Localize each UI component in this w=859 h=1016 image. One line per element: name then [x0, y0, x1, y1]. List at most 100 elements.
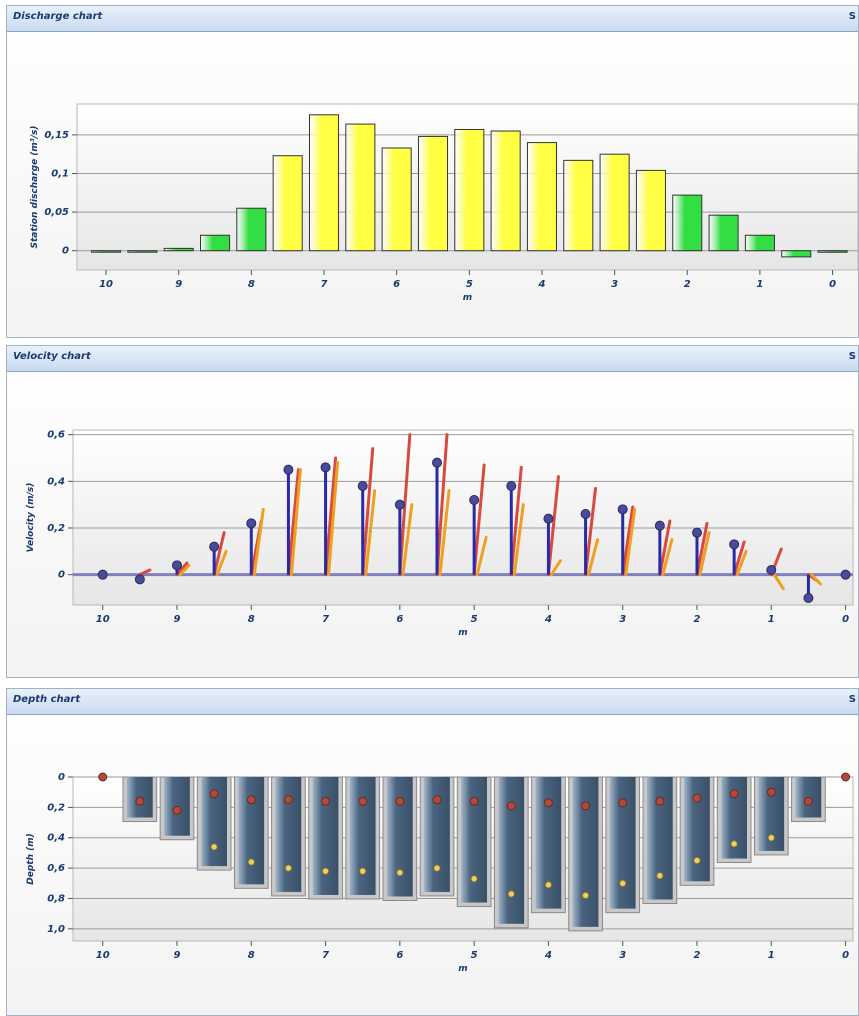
depth-bar	[424, 777, 450, 892]
depth-bar	[349, 777, 376, 895]
depth-lower-marker	[210, 843, 218, 851]
depth-upper-marker	[246, 795, 256, 805]
discharge-bar	[490, 130, 521, 252]
discharge-bar	[635, 169, 666, 252]
plot-area	[72, 429, 854, 606]
y-tick-label: 0,2	[47, 523, 65, 534]
y-axis-label: Station discharge (m³/s)	[30, 126, 40, 249]
velocity-orange-vector	[661, 538, 674, 577]
x-tick-label: 7	[321, 279, 328, 290]
depth-upper-marker	[841, 772, 851, 782]
x-tick-label: 10	[99, 279, 113, 290]
depth-lower-marker	[433, 864, 441, 872]
velocity-mean-marker	[97, 569, 108, 580]
discharge-bar	[417, 135, 449, 252]
depth-upper-marker	[98, 772, 108, 782]
depth-upper-marker	[618, 798, 628, 808]
x-axis-label: m	[458, 628, 467, 638]
velocity-panel: Velocity chart S 0 0,2 0,4 0,6 10 9 8 7 6 5 4 3 2 1 0 m…	[6, 345, 859, 678]
velocity-mean-marker	[580, 509, 591, 519]
x-tick-label: 3	[619, 950, 626, 961]
x-tick-label: 1	[768, 950, 775, 961]
discharge-bar	[781, 250, 812, 258]
y-tick-label: 0	[62, 246, 69, 257]
depth-bar	[312, 777, 339, 895]
depth-lower-marker	[285, 864, 292, 872]
y-tick-label: 0,15	[44, 130, 69, 141]
x-tick-label: 4	[544, 950, 552, 961]
velocity-orange-vector	[289, 468, 302, 577]
x-tick-label: 3	[611, 279, 618, 290]
discharge-bar	[236, 207, 267, 252]
depth-upper-marker	[321, 796, 331, 806]
discharge-bar	[200, 234, 231, 252]
x-tick-label: 1	[756, 279, 763, 290]
velocity-panel-title: Velocity chart	[13, 351, 91, 362]
depth-lower-marker	[619, 879, 627, 887]
depth-panel-header: Depth chart S	[7, 689, 858, 715]
y-tick-label: 0,2	[47, 802, 65, 813]
x-tick-label: 0	[829, 279, 836, 290]
discharge-bar	[563, 159, 594, 252]
velocity-orange-vector	[178, 563, 191, 577]
velocity-mean-marker	[692, 527, 702, 538]
depth-lower-marker	[767, 834, 775, 842]
velocity-mean-marker	[654, 520, 665, 531]
x-tick-label: 3	[619, 614, 626, 625]
y-tick-label: 0,8	[47, 893, 65, 904]
depth-upper-marker	[283, 795, 293, 805]
depth-bar	[498, 777, 525, 924]
x-tick-label: 1	[768, 614, 775, 625]
depth-lower-marker	[582, 892, 589, 899]
velocity-panel-header: Velocity chart S	[7, 346, 858, 372]
velocity-orange-vector	[438, 489, 451, 577]
velocity-red-vector	[732, 540, 746, 577]
depth-lower-marker	[396, 869, 404, 877]
depth-upper-marker	[172, 805, 182, 815]
x-tick-label: 7	[322, 950, 329, 961]
discharge-bar	[817, 250, 848, 253]
velocity-red-vector	[658, 519, 672, 577]
velocity-orange-vector	[512, 503, 525, 577]
velocity-red-vector	[472, 463, 486, 577]
x-axis-label: m	[463, 293, 472, 303]
discharge-bar	[272, 155, 303, 252]
depth-lower-marker	[322, 867, 329, 875]
velocity-red-vector	[621, 505, 635, 577]
depth-bar	[238, 777, 265, 885]
velocity-panel-corner-label: S	[848, 351, 856, 362]
discharge-bar	[163, 247, 194, 252]
discharge-bar	[672, 194, 703, 252]
discharge-panel-title: Discharge chart	[13, 11, 103, 22]
velocity-red-vector	[286, 468, 300, 577]
velocity-mean-marker	[803, 593, 814, 603]
velocity-red-vector	[509, 465, 523, 577]
discharge-bar	[381, 147, 412, 252]
velocity-orange-vector	[735, 549, 748, 577]
velocity-orange-vector	[772, 573, 785, 591]
depth-lower-marker	[656, 872, 664, 880]
velocity-mean-marker	[320, 462, 331, 473]
x-tick-label: 2	[684, 279, 691, 290]
depth-upper-marker	[506, 801, 516, 811]
depth-upper-marker	[543, 798, 553, 808]
depth-bar	[684, 777, 710, 882]
x-tick-label: 2	[694, 950, 701, 961]
depth-bar	[609, 777, 636, 909]
depth-upper-marker	[581, 801, 591, 811]
depth-bar	[535, 777, 562, 909]
x-tick-label: 5	[471, 950, 478, 961]
velocity-mean-marker	[617, 504, 628, 515]
velocity-orange-vector	[624, 507, 637, 577]
x-tick-label: 8	[248, 279, 255, 290]
x-tick-label: 9	[174, 950, 181, 961]
discharge-bar	[708, 214, 739, 252]
velocity-red-vector	[324, 456, 338, 577]
velocity-orange-vector	[401, 503, 414, 577]
velocity-red-vector	[695, 521, 709, 577]
x-tick-label: 5	[471, 614, 478, 625]
depth-lower-marker	[545, 881, 552, 889]
velocity-mean-marker	[357, 481, 368, 491]
x-tick-label: 4	[537, 279, 545, 290]
x-tick-label: 10	[96, 950, 110, 961]
